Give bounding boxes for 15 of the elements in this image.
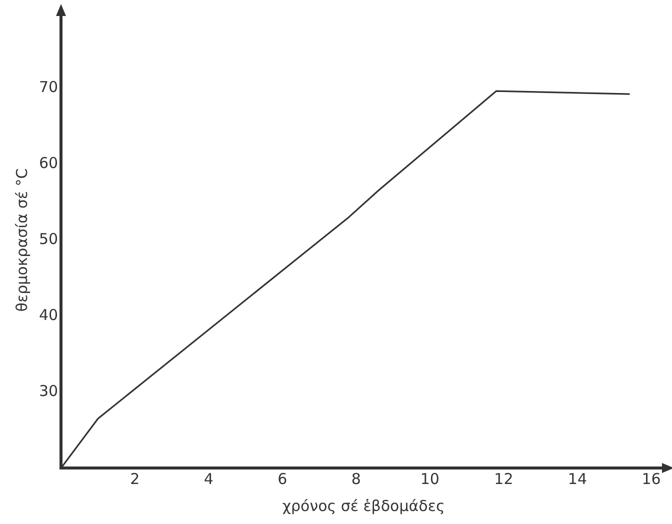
y-axis-title: θερμοκρασία σέ °C	[12, 168, 31, 312]
y-tick-label: 60	[38, 154, 58, 172]
x-tick-label: 10	[420, 470, 440, 488]
x-tick-label: 16	[642, 470, 661, 488]
x-axis-title: χρόνος σέ ἑβδομάδες	[282, 496, 445, 515]
y-tick-label: 50	[38, 230, 58, 248]
y-tick-label: 40	[38, 306, 58, 324]
y-tick-label: 70	[38, 78, 58, 96]
x-tick-label: 6	[278, 470, 288, 488]
x-tick-label: 4	[204, 470, 214, 488]
x-tick-label: 14	[568, 470, 588, 488]
y-tick-label: 30	[38, 382, 58, 400]
x-tick-label: 12	[494, 470, 514, 488]
x-tick-label: 8	[351, 470, 361, 488]
x-tick-label: 2	[130, 470, 140, 488]
